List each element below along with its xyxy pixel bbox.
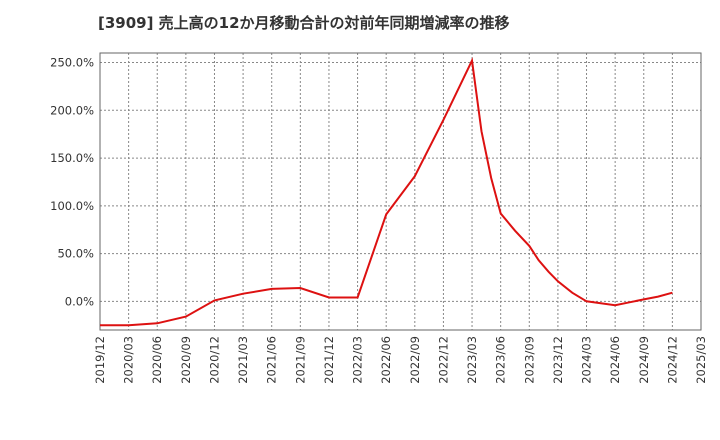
x-tick-label: 2020/12	[207, 336, 221, 384]
x-tick-label: 2020/03	[122, 336, 136, 384]
x-tick-label: 2021/12	[322, 336, 336, 384]
x-tick-label: 2025/03	[694, 336, 708, 384]
x-tick-label: 2023/06	[494, 336, 508, 384]
x-tick-label: 2024/09	[637, 336, 651, 384]
plot-frame	[99, 52, 702, 331]
x-tick-label: 2024/03	[580, 336, 594, 384]
y-tick-label: 0.0%	[65, 294, 94, 308]
x-tick-label: 2022/12	[436, 336, 450, 384]
y-tick-label: 200.0%	[50, 103, 94, 117]
x-tick-label: 2021/03	[236, 336, 250, 384]
chart-title: [3909] 売上高の12か月移動合計の対前年同期増減率の推移	[98, 14, 510, 32]
y-tick-label: 100.0%	[50, 199, 94, 213]
x-tick-label: 2020/09	[179, 336, 193, 384]
y-tick-label: 150.0%	[50, 151, 94, 165]
x-axis: 2019/12 2020/03 2020/06 2020/09 2020/12 2021/…	[93, 336, 708, 384]
x-tick-label: 2021/09	[293, 336, 307, 384]
series-line	[100, 57, 673, 327]
x-tick-label: 2024/12	[665, 336, 679, 384]
x-tick-label: 2023/12	[551, 336, 565, 384]
y-tick-label: 250.0%	[50, 56, 94, 70]
y-axis: 0.0% 50.0% 100.0% 150.0% 200.0% 250.0%	[50, 56, 94, 309]
x-tick-label: 2022/06	[379, 336, 393, 384]
x-tick-label: 2023/03	[465, 336, 479, 384]
x-tick-label: 2019/12	[93, 336, 107, 384]
x-tick-label: 2024/06	[608, 336, 622, 384]
grid-lines	[100, 53, 701, 330]
x-tick-label: 2022/03	[351, 336, 365, 384]
x-tick-label: 2023/09	[522, 336, 536, 384]
y-tick-label: 50.0%	[57, 247, 94, 261]
x-tick-label: 2020/06	[150, 336, 164, 384]
x-tick-label: 2021/06	[265, 336, 279, 384]
x-tick-label: 2022/09	[408, 336, 422, 384]
